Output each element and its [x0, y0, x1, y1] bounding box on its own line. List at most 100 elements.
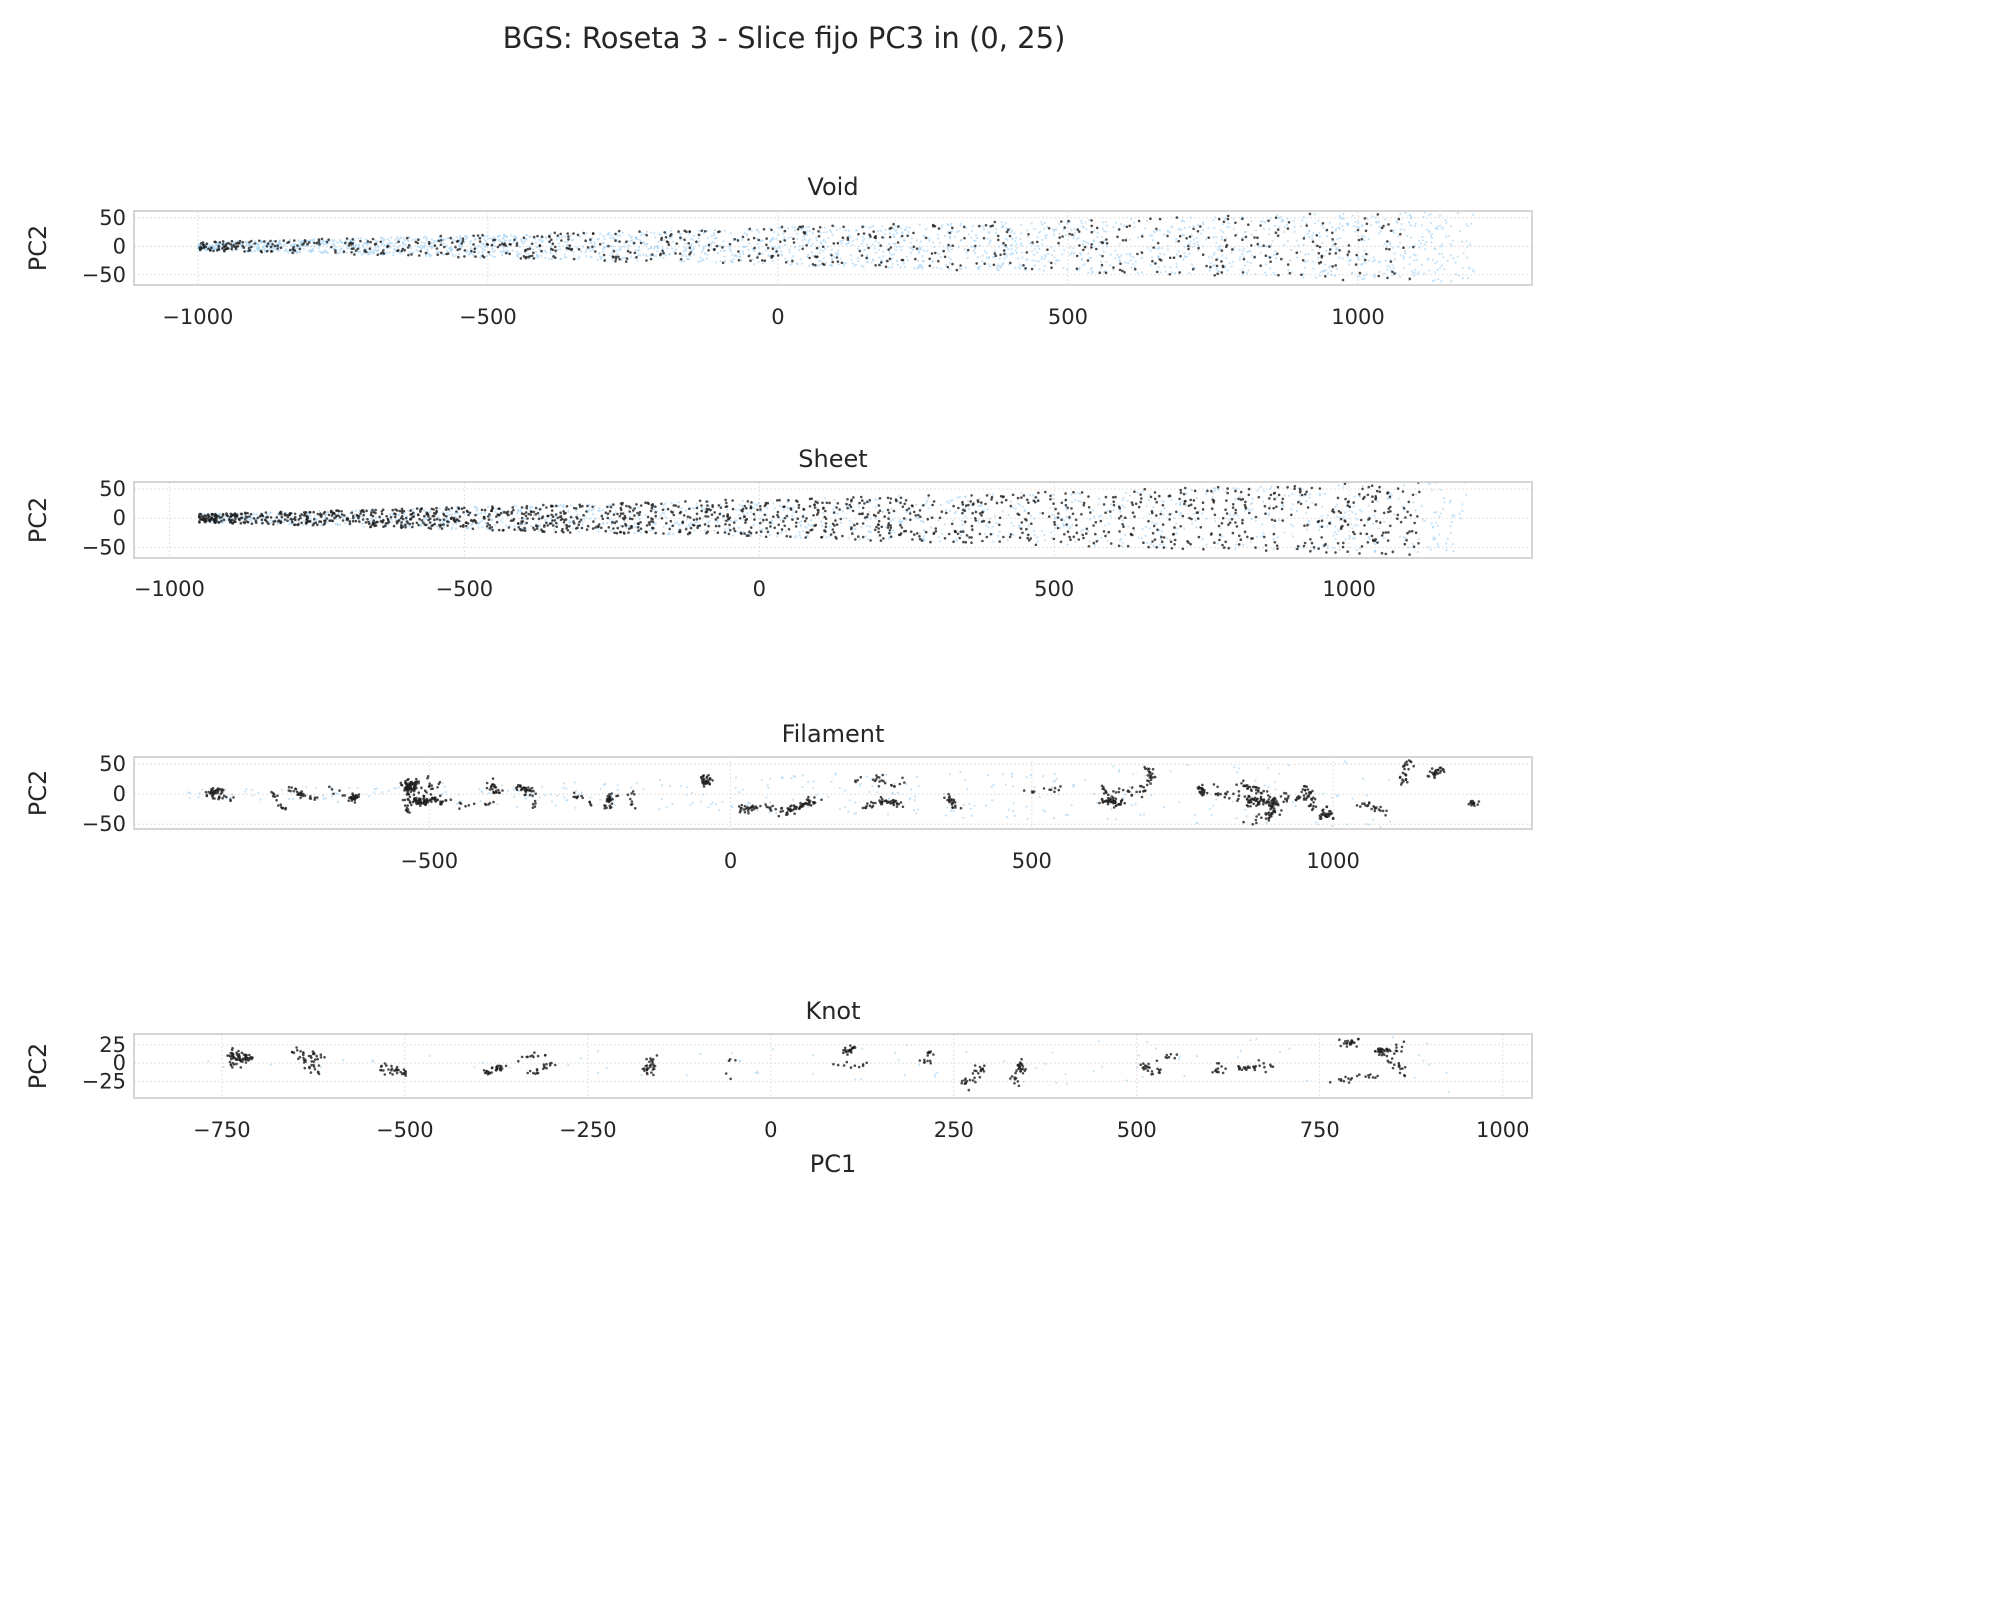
background-point [1436, 225, 1439, 228]
highlight-point [597, 523, 601, 526]
background-point [581, 245, 585, 248]
background-point [826, 245, 830, 248]
background-point [882, 250, 885, 253]
highlight-point [394, 513, 397, 516]
background-point [1461, 503, 1464, 506]
background-point [451, 253, 454, 256]
highlight-point [276, 244, 279, 247]
highlight-point [1328, 252, 1331, 255]
background-point [1408, 246, 1411, 249]
background-point [567, 510, 570, 513]
background-point [819, 231, 822, 234]
highlight-point [1005, 230, 1009, 234]
highlight-point [1143, 487, 1147, 491]
highlight-point [1211, 498, 1215, 502]
background-point [502, 233, 506, 236]
background-point [1104, 524, 1107, 527]
highlight-point [592, 520, 595, 523]
background-point [983, 532, 987, 535]
background-point [364, 238, 367, 241]
background-point [795, 232, 799, 235]
background-point [1070, 228, 1073, 231]
background-point [495, 508, 498, 511]
highlight-point [1297, 500, 1300, 504]
background-point [531, 248, 534, 251]
background-point [991, 525, 994, 528]
highlight-point [1057, 241, 1060, 245]
background-point [240, 247, 243, 250]
background-point [1293, 225, 1296, 228]
background-point [713, 237, 717, 240]
highlight-point [443, 245, 446, 249]
highlight-point [1016, 496, 1020, 500]
highlight-point [817, 230, 820, 233]
background-point [978, 497, 981, 500]
background-point [1283, 494, 1286, 497]
background-point [1144, 525, 1148, 529]
background-point [1043, 222, 1047, 225]
highlight-point [462, 523, 465, 527]
background-point [1465, 223, 1468, 226]
background-point [422, 518, 425, 521]
background-point [918, 223, 921, 226]
highlight-point [686, 515, 690, 518]
highlight-point [223, 245, 227, 248]
background-point [1077, 491, 1080, 495]
background-point [771, 519, 774, 522]
background-point [714, 261, 718, 264]
background-point [1043, 539, 1046, 542]
highlight-point [886, 508, 890, 512]
background-point [302, 524, 305, 527]
background-point [553, 528, 556, 531]
background-point [421, 241, 424, 244]
highlight-point [481, 254, 485, 258]
background-point [1244, 230, 1247, 233]
background-point [878, 256, 881, 259]
highlight-point [501, 529, 505, 532]
background-point [1363, 261, 1366, 264]
highlight-point [803, 519, 807, 523]
highlight-point [289, 248, 292, 252]
background-point [1079, 251, 1082, 254]
highlight-point [683, 238, 686, 242]
background-point [247, 244, 250, 247]
highlight-point [435, 247, 439, 250]
background-point [1039, 511, 1042, 515]
background-point [1274, 273, 1277, 276]
background-point [1368, 537, 1371, 541]
highlight-point [1159, 512, 1162, 516]
highlight-point [909, 518, 912, 522]
background-point [425, 518, 428, 521]
highlight-point [524, 514, 528, 518]
background-point [392, 254, 395, 257]
highlight-point [351, 519, 355, 523]
background-point [354, 509, 358, 512]
background-point [1321, 505, 1324, 508]
highlight-point [630, 525, 633, 528]
highlight-point [918, 509, 922, 512]
background-point [895, 232, 898, 235]
highlight-point [967, 503, 970, 507]
background-point [1105, 245, 1109, 248]
background-point [1393, 258, 1396, 261]
background-point [1332, 546, 1335, 550]
highlight-point [875, 525, 878, 529]
background-point [1001, 510, 1004, 513]
background-point [782, 232, 785, 235]
highlight-point [639, 241, 643, 245]
background-point [1124, 491, 1128, 494]
background-point [338, 240, 342, 243]
background-point [464, 235, 467, 238]
highlight-point [584, 239, 587, 242]
background-point [1053, 256, 1056, 259]
background-point [1192, 238, 1196, 241]
background-point [840, 521, 843, 525]
highlight-point [359, 239, 362, 243]
highlight-point [1389, 510, 1392, 513]
background-point [918, 532, 921, 535]
highlight-point [307, 241, 311, 244]
highlight-point [1142, 541, 1145, 544]
background-point [1372, 522, 1375, 525]
background-point [1073, 235, 1076, 238]
